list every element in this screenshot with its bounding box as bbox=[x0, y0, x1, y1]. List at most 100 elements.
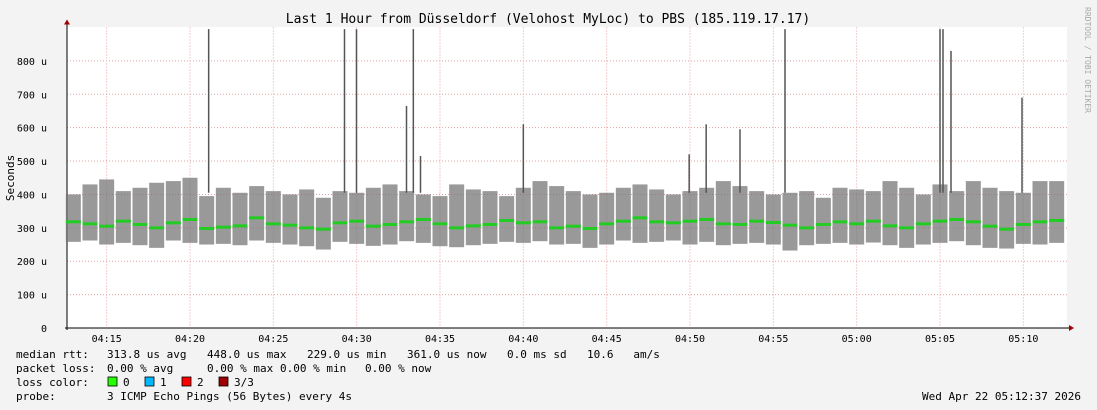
median-mark bbox=[882, 224, 898, 228]
smoke-band bbox=[715, 181, 731, 246]
median-mark bbox=[365, 224, 381, 228]
smoke-band bbox=[582, 194, 598, 248]
median-mark bbox=[815, 222, 831, 226]
smoke-band bbox=[815, 197, 831, 244]
median-mark bbox=[482, 222, 498, 226]
smoke-band bbox=[1032, 181, 1048, 245]
median-mark bbox=[699, 217, 715, 221]
median-mark bbox=[432, 222, 448, 226]
chart-title: Last 1 Hour from Düsseldorf (Velohost My… bbox=[286, 12, 810, 27]
median-mark bbox=[332, 221, 348, 225]
smoke-band bbox=[649, 189, 665, 242]
smoke-band bbox=[82, 184, 98, 241]
x-tick-label: 04:55 bbox=[758, 334, 788, 345]
legend-probe-label: probe: bbox=[16, 390, 56, 403]
smoke-band bbox=[332, 191, 348, 242]
smoke-band bbox=[982, 187, 998, 248]
median-mark bbox=[99, 224, 115, 228]
loss-color-swatch bbox=[107, 376, 118, 387]
smoke-band bbox=[932, 184, 948, 243]
x-tick-label: 04:40 bbox=[508, 334, 538, 345]
median-mark bbox=[632, 216, 648, 220]
smoke-band bbox=[115, 191, 131, 243]
median-mark bbox=[82, 222, 98, 226]
median-mark bbox=[715, 222, 731, 226]
median-mark bbox=[182, 217, 198, 221]
legend-rtt: 361.0 us now bbox=[407, 348, 487, 361]
smoke-band bbox=[65, 194, 81, 242]
smoke-band bbox=[1049, 181, 1065, 243]
median-mark bbox=[65, 220, 81, 224]
smoke-band bbox=[215, 187, 231, 244]
legend-rtt: 448.0 us max bbox=[207, 348, 287, 361]
smoke-band bbox=[549, 186, 565, 245]
median-mark bbox=[965, 220, 981, 224]
median-mark bbox=[749, 219, 765, 223]
x-tick-label: 05:00 bbox=[842, 334, 872, 345]
smoke-band bbox=[465, 189, 481, 246]
smoke-band bbox=[782, 192, 798, 251]
y-tick-label: 600 u bbox=[17, 124, 47, 135]
median-mark bbox=[515, 221, 531, 225]
smoke-band bbox=[565, 191, 581, 244]
smoke-band bbox=[532, 181, 548, 242]
loss-color-label: 0 bbox=[123, 376, 130, 389]
smoke-band bbox=[482, 191, 498, 244]
median-mark bbox=[349, 219, 365, 223]
loss-color-label: 2 bbox=[197, 376, 204, 389]
median-mark bbox=[799, 226, 815, 230]
median-mark bbox=[665, 221, 681, 225]
x-tick-label: 05:05 bbox=[925, 334, 955, 345]
smoke-band bbox=[765, 194, 781, 245]
smoke-band bbox=[665, 194, 681, 241]
x-tick-label: 04:45 bbox=[592, 334, 622, 345]
median-mark bbox=[499, 218, 515, 222]
median-mark bbox=[549, 226, 565, 230]
smoke-band bbox=[699, 187, 715, 242]
y-tick-label: 500 u bbox=[17, 157, 47, 168]
smoke-band bbox=[149, 182, 165, 248]
smoke-band bbox=[915, 194, 931, 245]
median-mark bbox=[932, 219, 948, 223]
smoke-band bbox=[399, 191, 415, 242]
loss-color-swatch bbox=[181, 376, 192, 387]
plot-area bbox=[67, 27, 1067, 328]
smoke-band bbox=[99, 179, 115, 245]
median-mark bbox=[315, 227, 331, 231]
x-tick-label: 04:50 bbox=[675, 334, 705, 345]
smoke-band bbox=[249, 186, 265, 241]
smoke-band bbox=[315, 197, 331, 250]
median-mark bbox=[465, 224, 481, 228]
legend-probe: 3 ICMP Echo Pings (56 Bytes) every 4s bbox=[107, 390, 352, 403]
timestamp: Wed Apr 22 05:12:37 2026 bbox=[922, 390, 1081, 403]
y-tick-label: 700 u bbox=[17, 90, 47, 101]
smoke-band bbox=[749, 191, 765, 243]
smoke-band bbox=[132, 187, 148, 246]
loss-color-label: 3/3 bbox=[234, 376, 254, 389]
median-mark bbox=[115, 219, 131, 223]
median-mark bbox=[765, 220, 781, 224]
median-mark bbox=[149, 226, 165, 230]
loss-color-swatch bbox=[144, 376, 155, 387]
smoke-band bbox=[299, 189, 315, 247]
smoke-band bbox=[632, 184, 648, 243]
median-mark bbox=[849, 222, 865, 226]
smoke-band bbox=[282, 194, 298, 245]
x-tick-label: 04:15 bbox=[92, 334, 122, 345]
x-tick-label: 04:35 bbox=[425, 334, 455, 345]
median-mark bbox=[899, 226, 915, 230]
median-mark bbox=[865, 219, 881, 223]
smoke-band bbox=[182, 177, 198, 243]
y-tick-label: 400 u bbox=[17, 190, 47, 201]
axis-arrow bbox=[1069, 325, 1074, 331]
median-mark bbox=[599, 222, 615, 226]
median-mark bbox=[982, 224, 998, 228]
legend-loss: 0.00 % min bbox=[280, 362, 346, 375]
smoke-band bbox=[615, 187, 631, 241]
median-mark bbox=[782, 223, 798, 227]
median-mark bbox=[132, 222, 148, 226]
median-mark bbox=[582, 227, 598, 231]
smoke-band bbox=[999, 191, 1015, 249]
smoke-band bbox=[832, 187, 848, 243]
